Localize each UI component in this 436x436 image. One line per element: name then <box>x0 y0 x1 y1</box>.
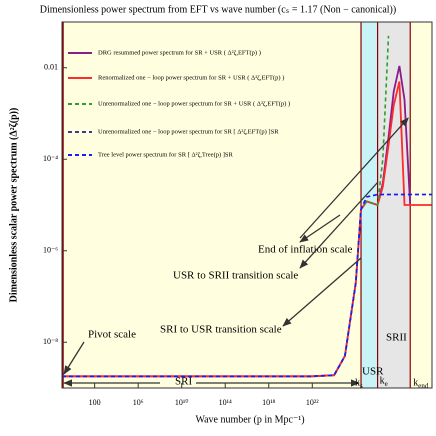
legend-label: Unrenormalized one − loop power spectrum… <box>98 100 290 107</box>
annotation: USR <box>362 366 384 378</box>
scale-label-sub: s <box>360 382 363 390</box>
annotation: SRII <box>386 332 407 344</box>
x-tick-label: 10¹⁰ <box>175 398 189 407</box>
usr-region <box>361 22 378 388</box>
x-tick-label: 10²² <box>306 398 319 407</box>
x-tick-label: 10¹⁸ <box>262 398 275 407</box>
x-axis-label: Wave number (p in Mpc⁻¹) <box>195 414 304 425</box>
y-tick-label: 10⁻⁴ <box>43 154 58 163</box>
chart-title: Dimensionless power spectrum from EFT vs… <box>40 4 396 15</box>
scale-label-sub: e <box>385 380 388 388</box>
legend-label: Tree level power spectrum for SR [ Δ²ζ,T… <box>98 151 234 158</box>
series-line <box>62 193 432 378</box>
legend-label: DRG resummed power spectrum for SR + USR… <box>98 49 261 56</box>
x-tick-label: 10¹⁴ <box>219 398 232 407</box>
annotation: SRI to USR transition scale <box>160 324 282 336</box>
y-tick-label: 0.01 <box>44 63 58 72</box>
annotation: Pivot scale <box>88 329 136 341</box>
arrow <box>299 214 341 243</box>
y-tick-label: 10⁻⁸ <box>43 337 58 346</box>
arrow <box>299 181 379 269</box>
annotation: End of inflation scale <box>258 244 353 256</box>
legend-label: Renormalized one − loop power spectrum f… <box>98 74 284 81</box>
y-tick-label: 10⁻⁶ <box>43 246 58 255</box>
x-tick-label: 10⁶ <box>133 398 144 407</box>
arrow <box>282 257 362 327</box>
y-axis-label: Dimensionless scalar power spectrum (Δ²ζ… <box>8 108 19 303</box>
arrow <box>299 117 409 239</box>
scale-label: ke <box>380 375 388 387</box>
x-tick-label: 100 <box>89 398 101 407</box>
arrow <box>63 341 85 375</box>
annotation: SRI <box>175 376 192 388</box>
scale-label-sub: end <box>418 382 429 390</box>
annotation: USR to SRII transition scale <box>173 270 298 282</box>
plot-frame <box>61 21 433 389</box>
scale-label: ks <box>355 377 363 389</box>
legend-label: Unrenormalized one − loop power spectrum… <box>98 128 279 135</box>
